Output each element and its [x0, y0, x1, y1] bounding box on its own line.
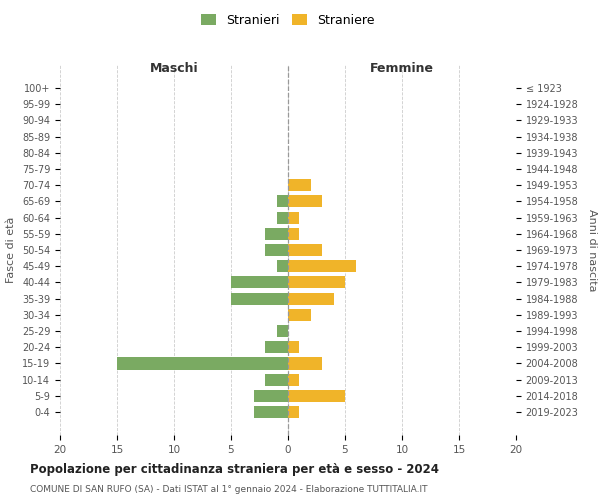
- Text: Popolazione per cittadinanza straniera per età e sesso - 2024: Popolazione per cittadinanza straniera p…: [30, 462, 439, 475]
- Bar: [288, 228, 299, 240]
- Y-axis label: Anni di nascita: Anni di nascita: [587, 209, 597, 291]
- Bar: [288, 406, 299, 418]
- Bar: [288, 179, 311, 191]
- Bar: [265, 228, 288, 240]
- Bar: [277, 196, 288, 207]
- Bar: [277, 325, 288, 337]
- Bar: [288, 292, 334, 304]
- Legend: Stranieri, Straniere: Stranieri, Straniere: [196, 8, 380, 32]
- Bar: [288, 309, 311, 321]
- Text: Femmine: Femmine: [370, 62, 434, 75]
- Bar: [277, 212, 288, 224]
- Bar: [265, 244, 288, 256]
- Bar: [254, 390, 288, 402]
- Bar: [288, 374, 299, 386]
- Bar: [288, 276, 345, 288]
- Bar: [288, 341, 299, 353]
- Bar: [288, 358, 322, 370]
- Text: COMUNE DI SAN RUFO (SA) - Dati ISTAT al 1° gennaio 2024 - Elaborazione TUTTITALI: COMUNE DI SAN RUFO (SA) - Dati ISTAT al …: [30, 485, 427, 494]
- Bar: [265, 374, 288, 386]
- Bar: [288, 260, 356, 272]
- Bar: [288, 244, 322, 256]
- Text: Maschi: Maschi: [149, 62, 199, 75]
- Bar: [231, 276, 288, 288]
- Bar: [277, 260, 288, 272]
- Y-axis label: Fasce di età: Fasce di età: [7, 217, 16, 283]
- Bar: [288, 212, 299, 224]
- Bar: [265, 341, 288, 353]
- Bar: [288, 196, 322, 207]
- Bar: [231, 292, 288, 304]
- Bar: [254, 406, 288, 418]
- Bar: [117, 358, 288, 370]
- Bar: [288, 390, 345, 402]
